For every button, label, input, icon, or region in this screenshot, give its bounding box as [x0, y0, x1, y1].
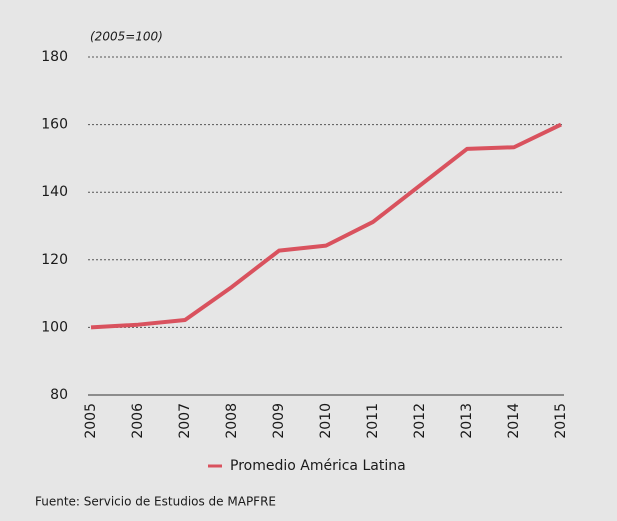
y-tick-label: 180: [41, 49, 68, 65]
y-tick-label: 160: [41, 117, 68, 133]
y-tick-label: 80: [50, 387, 68, 403]
x-tick-label: 2005: [83, 403, 99, 439]
x-tick-label: 2006: [130, 403, 146, 439]
x-tick-label: 2009: [271, 403, 287, 439]
x-tick-label: 2007: [177, 403, 193, 439]
source: Fuente: Servicio de Estudios de MAPFRE: [35, 495, 276, 509]
legend-label: Promedio América Latina: [230, 458, 406, 474]
x-tick-label: 2012: [412, 403, 428, 439]
x-tick-label: 2015: [553, 403, 569, 439]
x-tick-label: 2008: [224, 403, 240, 439]
x-tick-label: 2010: [318, 403, 334, 439]
x-tick-label: 2013: [459, 403, 475, 439]
annotation: (2005=100): [90, 30, 163, 44]
x-tick-label: 2014: [506, 403, 522, 439]
series-line: [90, 122, 562, 330]
y-tick-label: 100: [41, 319, 68, 335]
y-tick-label: 120: [41, 252, 68, 268]
x-tick-label: 2011: [365, 403, 381, 439]
y-tick-label: 140: [41, 184, 68, 200]
